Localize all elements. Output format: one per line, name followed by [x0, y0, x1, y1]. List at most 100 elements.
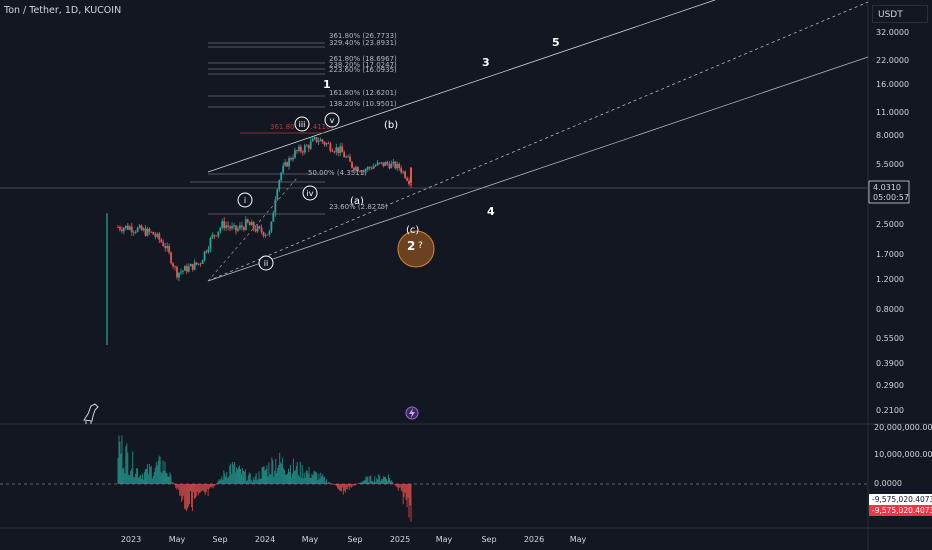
time-tick: May [302, 535, 319, 544]
volume-bar [192, 484, 194, 493]
volume-bar [140, 474, 142, 484]
volume-bar [218, 479, 220, 484]
wave-label-question: ? [418, 241, 423, 251]
candle-body [199, 263, 202, 265]
volume-bar [315, 471, 317, 484]
candle-body [333, 151, 336, 153]
candle-body [372, 166, 375, 169]
candle-body [305, 145, 308, 147]
candle-body [207, 248, 210, 252]
candle-body [396, 163, 399, 169]
volume-tick: 0.0000 [874, 479, 902, 488]
volume-bar [248, 472, 250, 484]
volume-bar [316, 473, 318, 484]
candle-body [374, 165, 377, 167]
candle-body [233, 225, 235, 227]
volume-bar [235, 472, 237, 484]
candle-body [384, 162, 387, 167]
wave-iv-circle [302, 185, 318, 201]
volume-bar [151, 478, 153, 484]
candle-body [325, 143, 328, 145]
volume-bar [135, 473, 137, 484]
volume-bar [279, 452, 281, 484]
volume-bar [231, 474, 233, 484]
volume-bar [307, 473, 309, 484]
volume-bar [284, 470, 286, 484]
symbol-title[interactable]: Ton / Tether, 1D, KUCOIN [4, 5, 122, 16]
candle-body [203, 251, 206, 261]
candle-body [156, 233, 159, 237]
volume-bar [397, 484, 399, 491]
volume-bar [239, 465, 241, 484]
candle-body [211, 234, 214, 238]
volume-bar [280, 462, 282, 484]
candle-body [331, 150, 334, 152]
volume-bar [292, 458, 294, 484]
volume-bar [255, 473, 257, 484]
candle-body [158, 233, 161, 240]
volume-bar [131, 468, 133, 484]
volume-bar [204, 484, 206, 495]
volume-bar [245, 480, 247, 484]
candle-body [195, 262, 198, 265]
wave-label-5: 5 [552, 36, 560, 49]
volume-bar [369, 476, 371, 484]
volume-bar [273, 476, 275, 484]
volume-last-value-1: -9,575,020.4073 [872, 495, 932, 504]
lightning-icon[interactable] [405, 406, 419, 420]
volume-bar [326, 479, 328, 484]
volume-bar [144, 469, 146, 484]
candle-body [347, 156, 349, 158]
volume-bar [129, 475, 131, 484]
candle-body [288, 158, 290, 167]
volume-bar [295, 465, 297, 484]
volume-bar [228, 476, 230, 484]
price-tick: 0.3900 [876, 359, 904, 368]
volume-bar [254, 476, 256, 484]
volume-bar [170, 474, 172, 484]
volume-bar [373, 481, 375, 484]
volume-bar [403, 484, 405, 497]
candle-body [191, 264, 194, 270]
wave-v-circle [324, 112, 340, 128]
volume-bar [347, 484, 349, 487]
volume-bar [227, 478, 229, 484]
volume-bar [386, 478, 388, 484]
volume-bar [169, 472, 171, 484]
candle-body [378, 162, 381, 164]
wave-2-target-circle[interactable] [397, 230, 435, 268]
volume-bar [124, 472, 126, 484]
volume-bar [118, 435, 120, 484]
volume-bar [297, 474, 299, 484]
candle-body [223, 221, 226, 229]
volume-bar [210, 484, 212, 488]
volume-bar [330, 483, 332, 484]
volume-bar [381, 479, 383, 484]
currency-selector[interactable]: USDT [872, 5, 928, 23]
volume-bar [223, 470, 225, 484]
volume-bar [311, 473, 313, 484]
candle-body [345, 156, 348, 158]
wave-label-4: 4 [487, 205, 495, 218]
volume-bar [337, 484, 339, 490]
volume-bar [408, 484, 410, 518]
candle-body [122, 228, 125, 232]
dino-icon[interactable] [83, 403, 99, 424]
volume-bar [335, 484, 337, 486]
candle-body [150, 231, 153, 233]
volume-bar [159, 456, 161, 484]
volume-bar [374, 476, 376, 484]
candle-body [183, 266, 186, 271]
countdown-timer: 05:00:57 [873, 193, 909, 202]
volume-bar [278, 465, 280, 484]
volume-bar [190, 484, 192, 508]
volume-bar [361, 482, 363, 484]
volume-bar [325, 481, 327, 484]
wave-label-3: 3 [482, 56, 490, 69]
volume-bar [243, 471, 245, 484]
candle-body [231, 226, 233, 229]
candle-body [132, 231, 135, 233]
volume-bar [389, 480, 391, 484]
volume-bar [268, 462, 270, 484]
